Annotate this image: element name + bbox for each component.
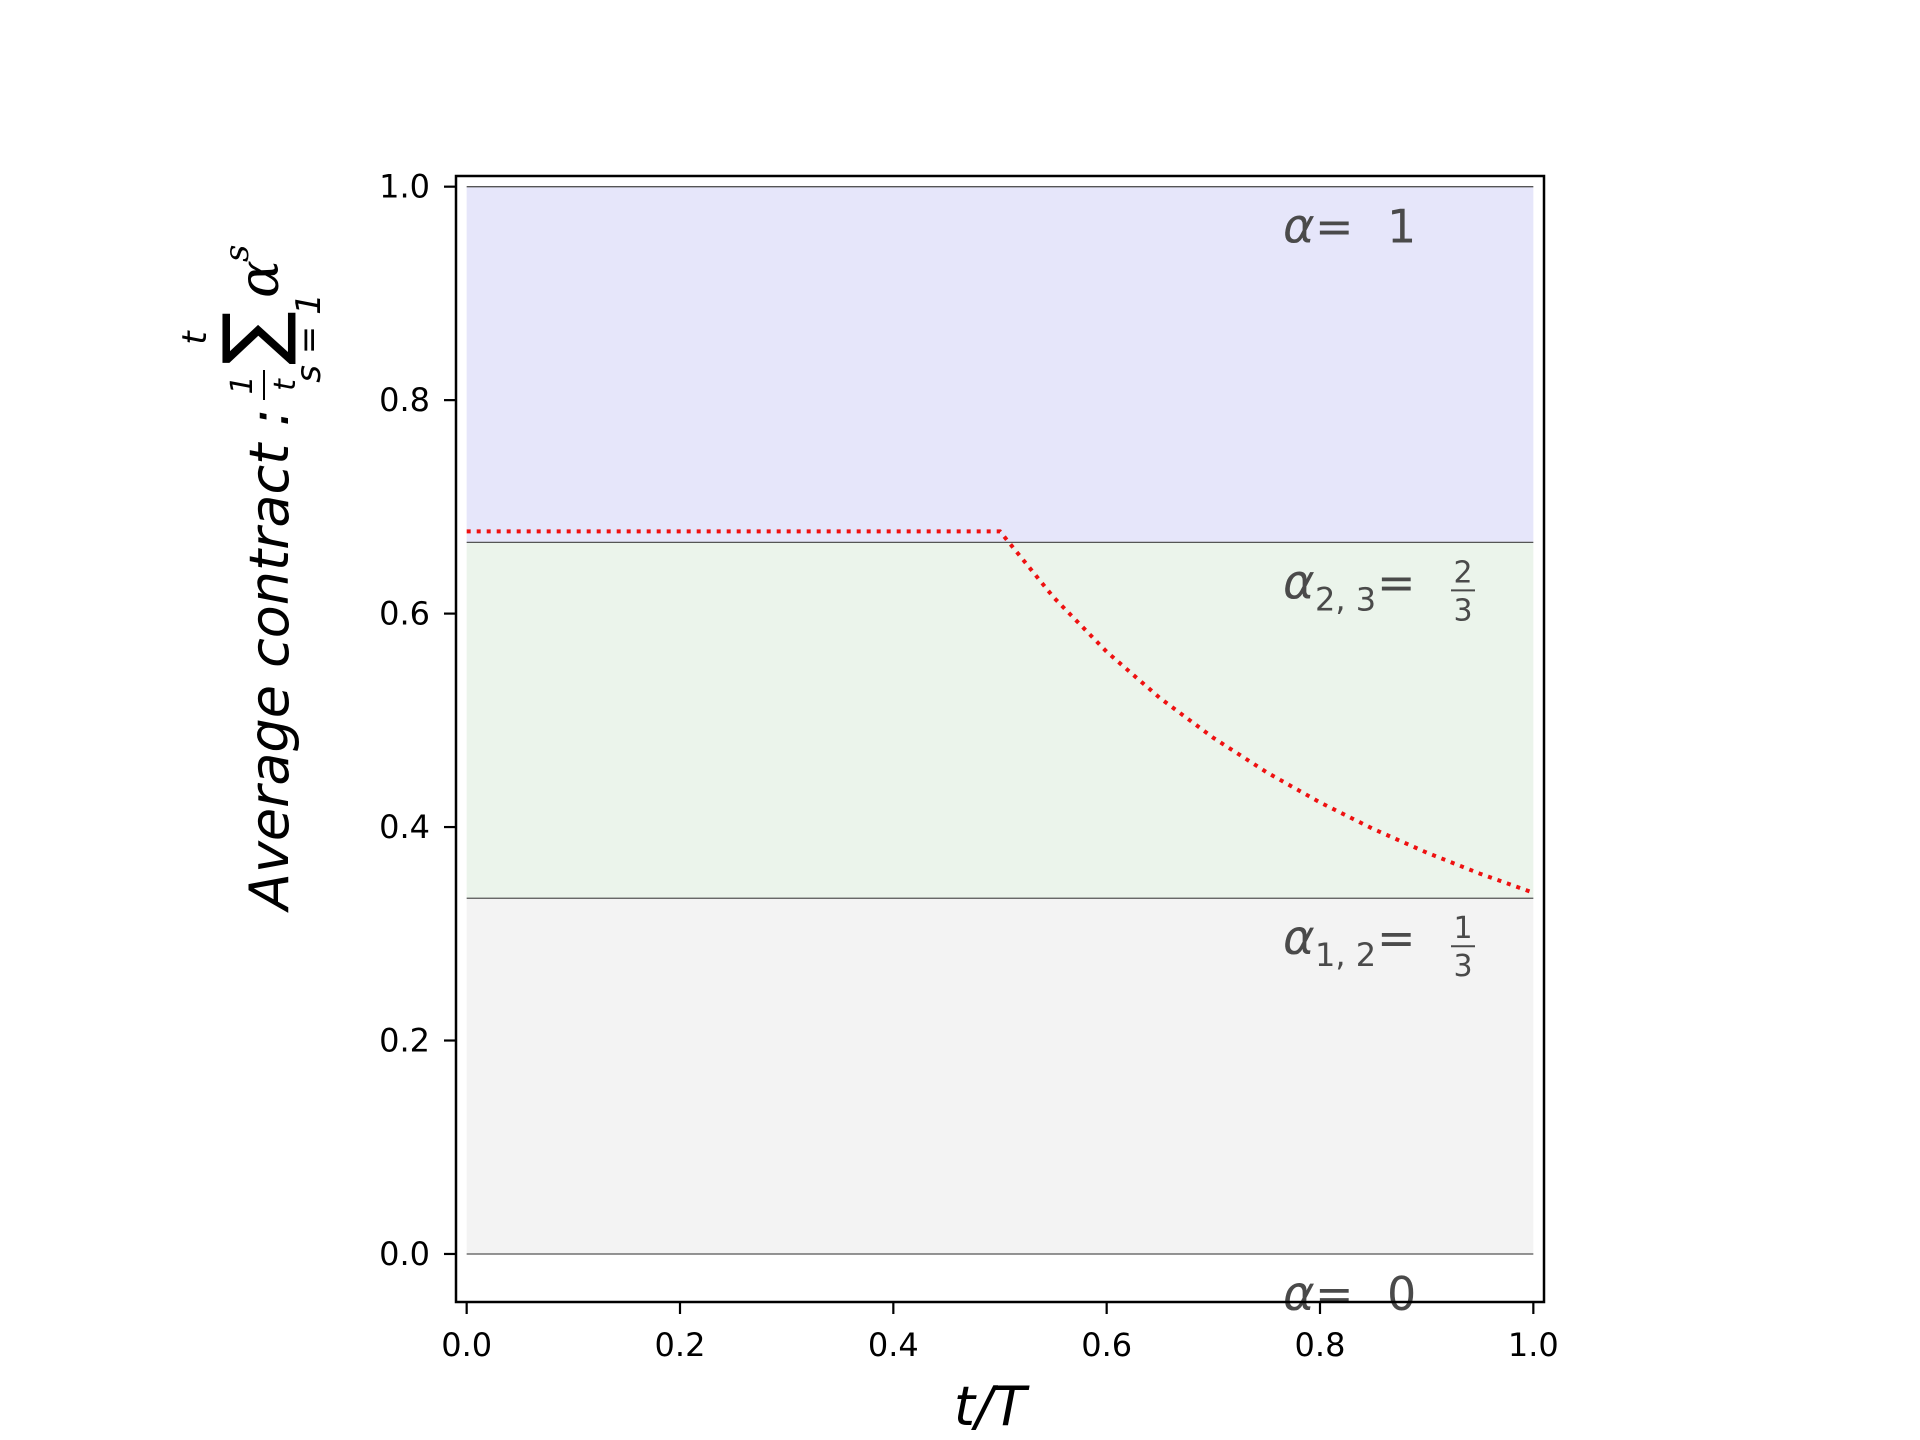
plot-frame	[454, 174, 1546, 1304]
region-label-1: α 2, 3 = 23	[1283, 554, 1475, 628]
region-0	[466, 898, 1534, 1254]
y-tick-label-1: 0.2	[379, 1022, 430, 1060]
y-axis-label: Average contract : 1 t ∑ t s = 1 α s	[175, 245, 329, 913]
region-label-greek: α	[1283, 910, 1315, 966]
region-label-denominator: 3	[1453, 949, 1472, 984]
region-label-equals: =	[1377, 555, 1416, 609]
y-axis-label-term: α	[227, 260, 292, 298]
x-tick-label-5: 1.0	[1508, 1326, 1559, 1364]
region-label-value: 1	[1387, 200, 1416, 254]
boundary-lines	[466, 186, 1534, 1255]
y-axis-label-sum-lower: s = 1	[289, 293, 329, 382]
y-axis-label-sum-symbol: ∑	[206, 311, 299, 365]
region-label-numerator: 1	[1453, 911, 1472, 946]
region-1	[466, 542, 1534, 899]
region-2	[466, 186, 1534, 543]
region-label-equals: =	[1315, 200, 1354, 254]
x-tick-label-2: 0.4	[868, 1326, 919, 1364]
region-label-value: 0	[1387, 1267, 1416, 1321]
y-tick-label-0: 0.0	[379, 1235, 430, 1273]
region-label-greek: α	[1283, 199, 1315, 255]
shaded-regions	[466, 186, 1534, 1254]
y-axis-label-sum-upper: t	[175, 330, 215, 345]
y-tick-label-5: 1.0	[379, 168, 430, 206]
region-label-greek: α	[1283, 554, 1315, 610]
y-axis-ticks: 0.0 0.2 0.4 0.6 0.8 1.0	[379, 168, 456, 1273]
x-axis-label: t/T	[954, 1375, 1030, 1438]
region-label-subscript: 1, 2	[1315, 936, 1376, 974]
region-label-denominator: 3	[1453, 593, 1472, 628]
region-label-3: α = 0	[1283, 1266, 1416, 1322]
region-label-0: α = 1	[1283, 199, 1416, 255]
x-tick-label-4: 0.8	[1295, 1326, 1346, 1364]
region-label-2: α 1, 2 = 13	[1283, 910, 1475, 984]
x-tick-label-3: 0.6	[1081, 1326, 1132, 1364]
region-label-equals: =	[1315, 1267, 1354, 1321]
region-label-subscript: 2, 3	[1315, 580, 1376, 618]
y-axis-label-term-superscript: s	[217, 245, 257, 262]
x-tick-label-0: 0.0	[441, 1326, 492, 1364]
x-axis-ticks: 0.0 0.2 0.4 0.6 0.8 1.0	[441, 1302, 1559, 1364]
y-axis-label-fraction-denominator: t	[268, 378, 303, 391]
y-tick-label-2: 0.4	[379, 808, 430, 846]
region-labels: α = 1α 2, 3 = 23α 1, 2 = 13α = 0	[1283, 199, 1475, 1322]
y-axis-label-fraction-numerator: 1	[225, 375, 260, 394]
y-tick-label-3: 0.6	[379, 595, 430, 633]
region-label-equals: =	[1377, 911, 1416, 965]
x-tick-label-1: 0.2	[655, 1326, 706, 1364]
y-tick-label-4: 0.8	[379, 381, 430, 419]
y-axis-label-text: Average contract :	[238, 408, 301, 913]
region-label-greek: α	[1283, 1266, 1315, 1322]
region-label-numerator: 2	[1453, 555, 1472, 590]
